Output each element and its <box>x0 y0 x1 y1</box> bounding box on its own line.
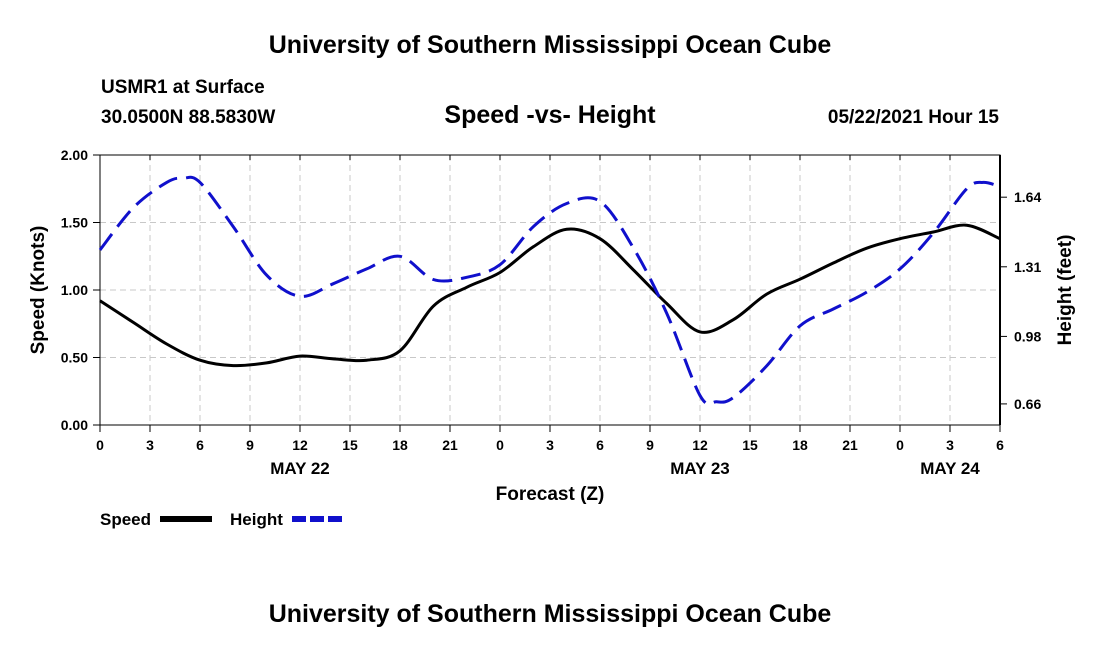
legend-label-speed: Speed <box>100 510 151 529</box>
x-axis-title: Forecast (Z) <box>496 484 605 505</box>
series-line-speed <box>99 223 1001 368</box>
x-tick-label: 0 <box>96 437 104 453</box>
series-line-height <box>98 175 1001 406</box>
y-tick-label: 1.50 <box>61 215 88 231</box>
x-tick-label: 3 <box>146 437 154 453</box>
y2-tick-label: 1.31 <box>1014 259 1041 275</box>
datetime-label: 05/22/2021 Hour 15 <box>827 107 999 128</box>
x-tick-label: 12 <box>692 437 708 453</box>
x-tick-label: 15 <box>342 437 358 453</box>
y2-tick-label: 0.98 <box>1014 328 1041 344</box>
y2-axis-title: Height (feet) <box>1055 235 1076 346</box>
x-tick-label: 9 <box>246 437 254 453</box>
title-bottom: University of Southern Mississippi Ocean… <box>268 600 832 628</box>
x-tick-label: 6 <box>196 437 204 453</box>
legend-label-height: Height <box>230 510 283 529</box>
x-tick-label: 21 <box>442 437 458 453</box>
y2-tick-label: 1.64 <box>1014 189 1041 205</box>
chart-title: Speed -vs- Height <box>444 101 656 129</box>
y-axis-title: Speed (Knots) <box>28 226 49 355</box>
date-label: MAY 23 <box>670 459 730 478</box>
title-top: University of Southern Mississippi Ocean… <box>268 31 832 59</box>
x-tick-label: 18 <box>792 437 808 453</box>
x-tick-label: 12 <box>292 437 308 453</box>
x-tick-label: 18 <box>392 437 408 453</box>
x-tick-label: 0 <box>496 437 504 453</box>
y-tick-label: 2.00 <box>61 147 88 163</box>
station-label: USMR1 at Surface <box>101 77 265 98</box>
y-tick-label: 0.00 <box>61 417 88 433</box>
coords-label: 30.0500N 88.5830W <box>101 107 276 128</box>
date-label: MAY 22 <box>270 459 330 478</box>
x-tick-label: 15 <box>742 437 758 453</box>
x-tick-label: 3 <box>946 437 954 453</box>
x-tick-label: 9 <box>646 437 654 453</box>
y-tick-label: 0.50 <box>61 350 88 366</box>
y-tick-label: 1.00 <box>61 282 88 298</box>
x-tick-label: 6 <box>996 437 1004 453</box>
x-tick-label: 3 <box>546 437 554 453</box>
y2-tick-label: 0.66 <box>1014 396 1041 412</box>
x-tick-label: 6 <box>596 437 604 453</box>
x-tick-label: 21 <box>842 437 858 453</box>
date-label: MAY 24 <box>920 459 980 478</box>
x-tick-label: 0 <box>896 437 904 453</box>
